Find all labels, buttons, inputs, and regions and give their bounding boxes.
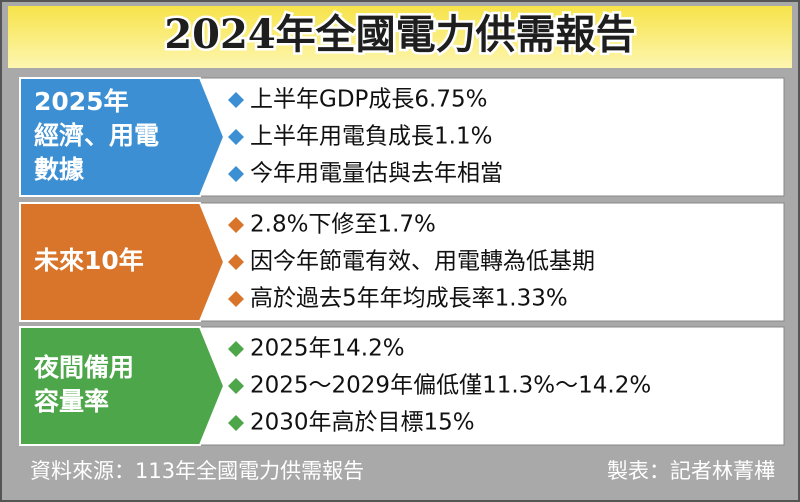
section-label: 經濟、用電 — [34, 121, 159, 150]
panel — [199, 77, 785, 197]
section-label: 容量率 — [34, 387, 109, 416]
title: 2024年全國電力供需報告 — [164, 11, 635, 58]
label-box — [19, 202, 226, 322]
footer-source: 資料來源：113年全國電力供需報告 — [30, 459, 364, 483]
title-band — [8, 6, 792, 68]
bullet — [228, 166, 244, 182]
panel — [199, 202, 785, 322]
bullet — [228, 92, 244, 108]
bullet-item: 高於過去5年年均成長率1.33% — [250, 286, 568, 312]
bullet — [228, 415, 244, 431]
label-box — [19, 326, 226, 446]
section-label: 夜間備用 — [33, 353, 134, 382]
section-label: 數據 — [34, 155, 85, 184]
bullet-item: 2025年14.2% — [250, 336, 405, 362]
bullet — [228, 217, 244, 233]
bullet — [228, 341, 244, 357]
bullet-item: 上半年用電負成長1.1% — [250, 124, 492, 150]
bullet-item: 2025～2029年偏低僅11.3%～14.2% — [250, 373, 651, 399]
bullet — [228, 254, 244, 270]
label-box — [19, 77, 226, 197]
bullet-item: 2030年高於目標15% — [250, 410, 475, 436]
section-label: 2025年 — [34, 87, 129, 116]
bullet — [228, 291, 244, 307]
bullet — [228, 129, 244, 145]
bullet-item: 今年用電量估與去年相當 — [250, 161, 503, 187]
bullet — [228, 378, 244, 394]
footer-credit: 製表：記者林菁樺 — [607, 459, 775, 483]
bullet-item: 因今年節電有效、用電轉為低基期 — [250, 249, 595, 275]
bullet-item: 上半年GDP成長6.75% — [250, 87, 487, 113]
panel — [199, 326, 785, 446]
bullet-item: 2.8%下修至1.7% — [250, 212, 436, 238]
section-label: 未來10年 — [34, 246, 144, 275]
